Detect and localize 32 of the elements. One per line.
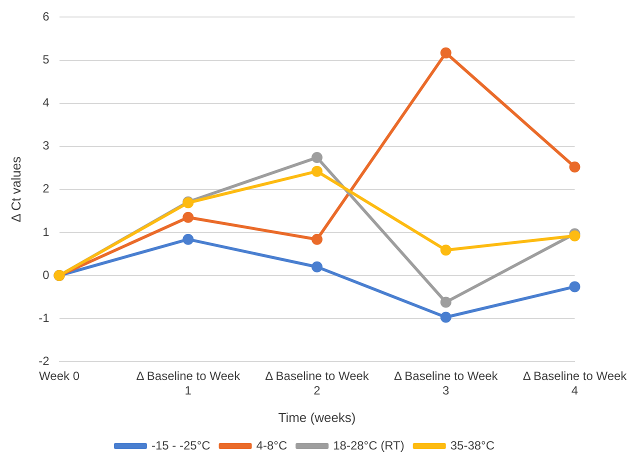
point — [440, 244, 452, 256]
point — [440, 312, 452, 323]
x-tick-label: Δ Baseline to Week 2 — [265, 369, 370, 398]
point — [312, 152, 323, 164]
y-axis-title: Δ Ct values — [8, 156, 24, 222]
point — [569, 162, 580, 173]
legend-label: 18-28°C (RT) — [333, 438, 404, 452]
point — [182, 234, 194, 245]
y-tick-label: 1 — [42, 224, 50, 239]
point — [440, 47, 452, 58]
point — [312, 261, 323, 272]
y-tick-label: 5 — [42, 52, 50, 67]
point — [312, 166, 323, 177]
legend-label: 4-8°C — [256, 438, 288, 452]
y-tick-label: -1 — [38, 310, 50, 325]
legend-label: -15 - -25°C — [151, 438, 211, 452]
y-tick-label: -2 — [38, 354, 50, 368]
y-tick-label: 2 — [42, 182, 50, 196]
point — [569, 281, 580, 292]
x-tick-label: Δ Baseline to Week 3 — [394, 369, 499, 398]
y-tick-label: 0 — [42, 268, 50, 282]
point — [182, 212, 194, 223]
legend-label: 35-38°C — [450, 438, 495, 452]
point — [440, 296, 452, 308]
x-tick-label: Week 0 — [39, 369, 80, 384]
y-tick-label: 3 — [42, 138, 50, 153]
point — [312, 234, 323, 245]
x-tick-label: Δ Baseline to Week 4 — [522, 369, 628, 398]
x-axis-title: Time (weeks) — [278, 410, 356, 425]
x-tick-label: Δ Baseline to Week 1 — [136, 369, 242, 398]
y-tick-label: 4 — [42, 96, 50, 110]
y-tick-label: 6 — [42, 10, 50, 24]
